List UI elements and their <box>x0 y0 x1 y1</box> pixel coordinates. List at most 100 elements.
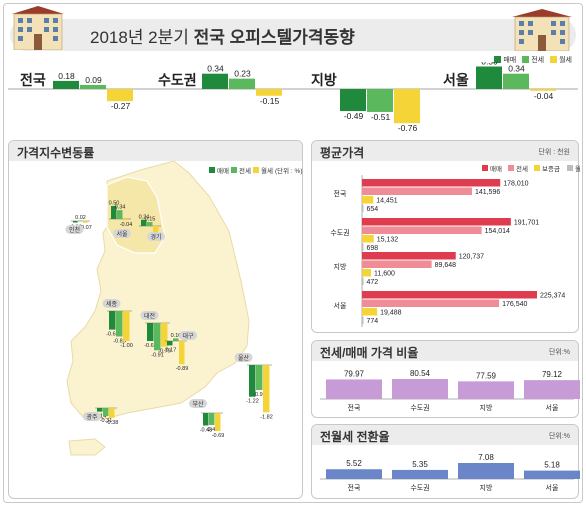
bar <box>362 179 501 187</box>
category-label: 전국 <box>348 483 361 492</box>
bar <box>326 469 382 479</box>
map-legend: 매매 전세 월세 (단위 : %) <box>209 166 303 175</box>
bar <box>362 218 511 226</box>
map-bar <box>173 338 179 341</box>
bar <box>392 469 448 479</box>
map-bar <box>153 226 159 235</box>
value-label: 472 <box>367 279 379 286</box>
region-badge-label: 광주 <box>86 414 98 421</box>
region-badge-label: 서울 <box>116 230 128 238</box>
region-map-chart: -0.060.02-0.07인천0.500.34-0.04서울0.240.15-… <box>65 160 303 456</box>
region-label: 수도권 <box>158 72 197 88</box>
ratio-panel: 전세/매매 가격 비율 단위:% 79.97 전국 80.54 수도권 77.59 지방 7… <box>311 340 580 418</box>
map-value-label: -0.91 <box>151 352 164 358</box>
bar <box>458 463 514 479</box>
region-badge-label: 울산 <box>238 354 250 362</box>
legend-swatch <box>209 167 215 173</box>
bar <box>256 89 282 96</box>
bar <box>362 252 456 260</box>
panel-unit: 단위 : 천원 <box>538 149 570 156</box>
value-label: 5.18 <box>544 461 560 470</box>
panel-title: 전월세 전환율 <box>320 430 390 444</box>
bar <box>107 89 133 102</box>
bar <box>476 66 502 89</box>
bar <box>80 84 106 89</box>
value-label: 0.34 <box>207 64 224 74</box>
category-label: 지방 <box>334 262 347 271</box>
region-badge <box>234 353 253 362</box>
conversion-chart: 5.52 전국 5.35 수도권 7.08 지방 5.18 서울 <box>320 453 580 492</box>
category-label: 전국 <box>348 403 361 412</box>
panel-title: 전세/매매 가격 비율 <box>320 346 419 360</box>
map-value-label: -0.62 <box>106 332 119 338</box>
bar <box>53 80 79 89</box>
region-badge <box>179 331 197 340</box>
value-label: 79.12 <box>542 370 563 379</box>
legend-swatch <box>253 167 259 173</box>
map-bar <box>116 311 123 337</box>
region-badge-label: 대전 <box>144 312 155 320</box>
legend-swatch <box>482 165 488 171</box>
panel-title: 가격지수변동률 <box>17 146 95 160</box>
map-bar <box>73 221 78 223</box>
map-bar <box>147 222 153 226</box>
map-bar <box>123 219 129 221</box>
map-bar <box>103 408 109 417</box>
panel-unit: 단위:% <box>548 433 570 440</box>
bar <box>229 78 255 89</box>
bar <box>362 299 500 307</box>
region-badge <box>65 225 84 234</box>
value-label: 19,488 <box>380 310 402 317</box>
value-label: 7.08 <box>478 453 494 462</box>
legend-item: 월세 <box>550 55 572 65</box>
category-label: 서울 <box>546 403 559 412</box>
map-value-label: -0.60 <box>144 343 157 349</box>
region-badge-label: 대구 <box>182 332 194 340</box>
value-label: 654 <box>367 206 379 213</box>
bar <box>362 316 364 324</box>
bar <box>362 196 374 204</box>
legend-swatch <box>567 165 573 171</box>
value-label: 77.59 <box>476 371 497 380</box>
map-bar <box>203 413 209 426</box>
value-label: 191,701 <box>514 220 539 227</box>
bar <box>367 89 393 112</box>
map-value-label: -0.31 <box>100 418 113 424</box>
category-label: 지방 <box>480 483 493 492</box>
region-label: 지방 <box>311 72 337 88</box>
panel-header <box>312 341 578 361</box>
building-right-icon <box>512 9 572 51</box>
map-bar <box>154 323 161 351</box>
map-value-label: -0.38 <box>106 420 119 426</box>
map-value-label: 0.50 <box>109 201 120 207</box>
map-bar <box>78 220 83 221</box>
map-panel: 가격지수변동률 -0.060.02-0.07인천0.500.34-0.04서울0… <box>8 140 303 499</box>
map-value-label: 0.34 <box>115 205 126 211</box>
map-bar <box>209 413 215 425</box>
map-bar <box>161 323 168 347</box>
page-title: 2018년 2분기 전국 오피스텔가격동향 <box>90 28 355 47</box>
bar <box>530 89 556 91</box>
ratio-chart: 79.97 전국 80.54 수도권 77.59 지방 79.12 서울 <box>320 369 580 412</box>
region-badge-label: 세종 <box>106 300 118 308</box>
value-label: 5.52 <box>346 459 362 468</box>
map-value-label: -1.82 <box>260 414 273 420</box>
region-badge <box>102 299 121 308</box>
region-badge <box>140 311 159 320</box>
bar <box>362 260 432 268</box>
map-value-label: -0.04 <box>120 222 133 228</box>
value-label: 698 <box>367 245 379 252</box>
legend-label: 전세 <box>239 166 251 175</box>
value-label: -0.51 <box>371 112 391 122</box>
map-value-label: -0.85 <box>113 339 126 345</box>
bar <box>326 379 382 399</box>
region-badge <box>83 412 101 421</box>
bar <box>362 226 482 234</box>
map-bar <box>167 341 173 346</box>
value-label: 0.50 <box>481 62 498 67</box>
map-bar <box>256 365 263 390</box>
legend-label: 월세 <box>261 166 273 175</box>
panel-header <box>312 141 578 161</box>
legend-item: 전세 <box>522 55 544 65</box>
bar <box>340 89 366 112</box>
